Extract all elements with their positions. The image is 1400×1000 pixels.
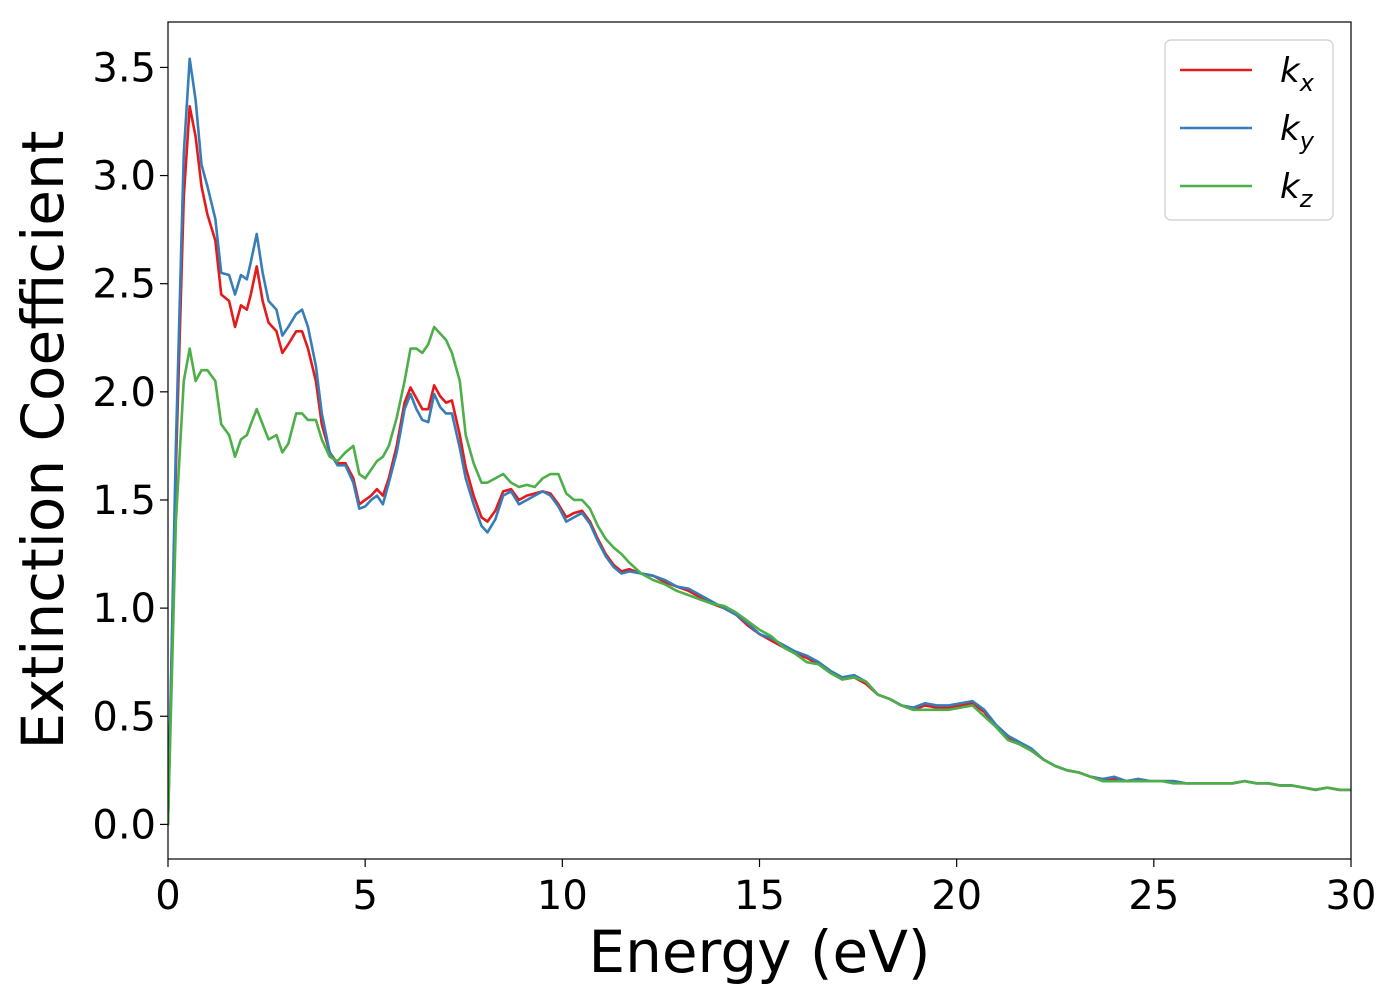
series-line-ky: [168, 57, 1351, 826]
x-axis-label: Energy (eV): [588, 918, 930, 986]
x-tick-label: 15: [734, 873, 785, 919]
legend-label-subscript: x: [1299, 69, 1315, 97]
y-tick-label: 2.0: [92, 370, 156, 416]
x-tick-label: 5: [352, 873, 377, 919]
x-tick-label: 0: [155, 873, 180, 919]
x-tick-label: 30: [1326, 873, 1377, 919]
y-tick-label: 3.5: [92, 45, 156, 91]
x-tick-label: 10: [537, 873, 588, 919]
y-tick-label: 0.0: [92, 802, 156, 848]
legend-frame: [1164, 39, 1334, 221]
x-tick-label: 20: [931, 873, 982, 919]
y-axis-label: Extinction Coefficient: [9, 131, 77, 750]
y-tick-label: 3.0: [92, 154, 156, 200]
legend-label-kx: kx: [1280, 51, 1315, 97]
legend-label-main: k: [1280, 167, 1301, 207]
legend-label-kz: kz: [1280, 167, 1314, 213]
legend-label-main: k: [1280, 109, 1301, 149]
y-tick-label: 0.5: [92, 694, 156, 740]
legend-label-subscript: y: [1299, 127, 1315, 155]
y-tick-label: 1.5: [92, 478, 156, 524]
legend-label-main: k: [1280, 51, 1301, 91]
y-tick-label: 2.5: [92, 262, 156, 308]
series-layer: [168, 57, 1351, 826]
legend-label-ky: ky: [1280, 109, 1315, 155]
x-tick-label: 25: [1128, 873, 1179, 919]
series-line-kz: [168, 325, 1351, 826]
x-axis: 0 5 10 15 20 25 30: [155, 859, 1376, 919]
y-axis: 0.0 0.5 1.0 1.5 2.0 2.5 3.0 3.5: [92, 45, 168, 848]
y-tick-label: 1.0: [92, 586, 156, 632]
legend-label-subscript: z: [1299, 185, 1314, 213]
